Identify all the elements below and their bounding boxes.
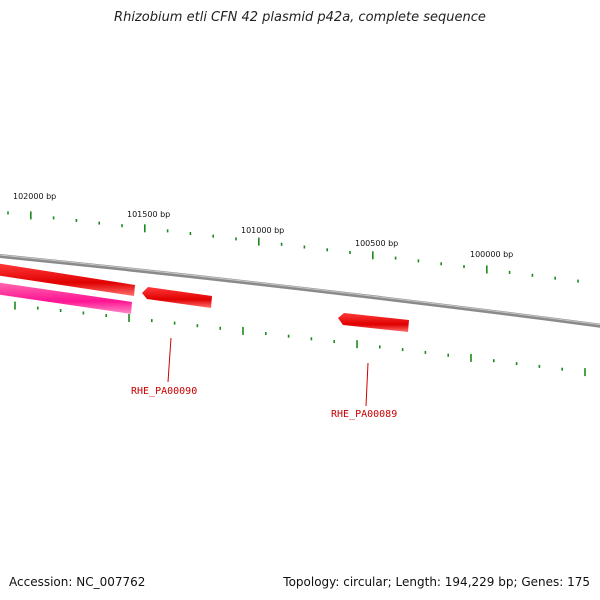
- sequence-info-text: Topology: circular; Length: 194,229 bp; …: [283, 575, 590, 589]
- gene-feature-left-pink[interactable]: [0, 282, 132, 314]
- gene-rhe-pa00089[interactable]: [338, 313, 409, 332]
- inner-scale-ticks: [14, 301, 586, 377]
- gene-label-rhe-pa00090[interactable]: RHE_PA00090: [131, 386, 197, 397]
- accession-text: Accession: NC_007762: [9, 575, 146, 589]
- scale-label-101000: 101000 bp: [241, 226, 284, 235]
- scale-label-100500: 100500 bp: [355, 239, 398, 248]
- leader-line-rhe-pa00090: [167, 337, 172, 383]
- map-title: Rhizobium etli CFN 42 plasmid p42a, comp…: [114, 10, 486, 25]
- gene-feature-left-red[interactable]: [0, 263, 135, 296]
- leader-line-rhe-pa00089: [365, 362, 369, 407]
- scale-label-102000: 102000 bp: [13, 192, 56, 201]
- backbone-highlight: [0, 254, 600, 326]
- backbone-arc: [0, 253, 600, 328]
- outer-scale-ticks: [7, 211, 600, 289]
- scale-label-100000: 100000 bp: [470, 250, 513, 259]
- scale-label-101500: 101500 bp: [127, 210, 170, 219]
- gene-rhe-pa00090[interactable]: [142, 287, 212, 308]
- gene-label-rhe-pa00089[interactable]: RHE_PA00089: [331, 409, 397, 420]
